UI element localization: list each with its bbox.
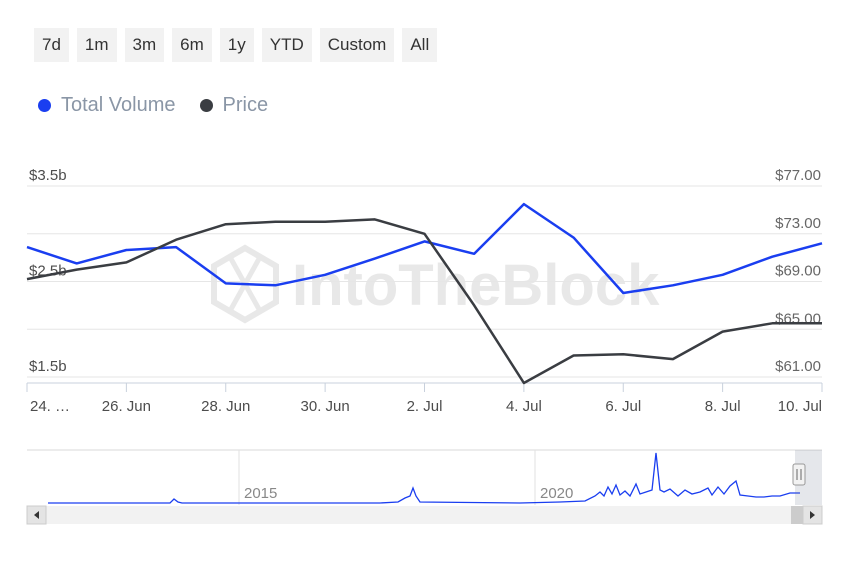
range-1m-button[interactable]: 1m bbox=[76, 28, 117, 62]
series-line-price bbox=[26, 218, 822, 385]
range-all-button[interactable]: All bbox=[402, 28, 438, 62]
scroll-left-arrow-icon bbox=[34, 511, 39, 519]
legend-dot-price bbox=[199, 99, 213, 112]
navigator-volume-line bbox=[48, 452, 800, 504]
range-3m-button[interactable]: 3m bbox=[124, 28, 165, 62]
legend-dot-total-volume bbox=[38, 99, 51, 112]
legend-item-price[interactable]: Price bbox=[199, 94, 269, 117]
legend-item-total-volume[interactable]: Total Volume bbox=[38, 94, 176, 117]
x-tick-label: 8. Jul bbox=[705, 398, 741, 415]
y-right-tick-label: $77.00 bbox=[775, 167, 821, 184]
legend: Total Volume Price bbox=[38, 94, 268, 117]
x-tick-label: 6. Jul bbox=[605, 398, 641, 415]
navigator-label-2020: 2020 bbox=[540, 485, 573, 502]
range-1y-button[interactable]: 1y bbox=[219, 28, 254, 62]
x-tick-label: 24. … bbox=[30, 398, 70, 415]
y-right-tick-label: $65.00 bbox=[775, 310, 821, 327]
range-6m-button[interactable]: 6m bbox=[172, 28, 212, 62]
scroll-right-arrow-icon bbox=[810, 511, 815, 519]
y-left-tick-label: $3.5b bbox=[29, 167, 67, 184]
grid bbox=[27, 185, 822, 378]
x-tick-label: 26. Jun bbox=[102, 398, 151, 415]
x-tick-label: 30. Jun bbox=[301, 398, 350, 415]
range-custom-button[interactable]: Custom bbox=[319, 28, 395, 62]
scrollbar-thumb[interactable] bbox=[791, 506, 803, 524]
navigator-label-2015: 2015 bbox=[244, 485, 277, 502]
x-tick-label: 28. Jun bbox=[201, 398, 250, 415]
y-axis-left: $3.5b $2.5b $1.5b bbox=[29, 167, 67, 375]
x-tick-label: 4. Jul bbox=[506, 398, 542, 415]
x-tick-label: 10. Jul bbox=[778, 398, 822, 415]
y-axis-right: $77.00 $73.00 $69.00 $65.00 $61.00 bbox=[775, 167, 821, 375]
x-axis: 24. … 26. Jun 28. Jun 30. Jun 2. Jul 4. Jul 6.… bbox=[26, 383, 823, 415]
legend-label-total-volume: Total Volume bbox=[61, 94, 176, 116]
y-left-tick-label: $2.5b bbox=[29, 263, 67, 280]
y-right-tick-label: $61.00 bbox=[775, 358, 821, 375]
range-ytd-button[interactable]: YTD bbox=[261, 28, 312, 62]
navigator: 2015 2020 bbox=[27, 449, 822, 505]
series-layer bbox=[26, 202, 823, 385]
y-right-tick-label: $73.00 bbox=[775, 215, 821, 232]
navigator-handle[interactable] bbox=[792, 463, 806, 486]
scrollbar[interactable] bbox=[26, 505, 823, 525]
legend-label-price: Price bbox=[222, 94, 269, 116]
y-right-tick-label: $69.00 bbox=[775, 263, 821, 280]
range-7d-button[interactable]: 7d bbox=[34, 28, 69, 62]
x-tick-label: 2. Jul bbox=[407, 398, 443, 415]
y-left-tick-label: $1.5b bbox=[29, 358, 67, 375]
range-selector: 7d 1m 3m 6m 1y YTD Custom All bbox=[34, 28, 438, 62]
scrollbar-track[interactable] bbox=[27, 506, 822, 524]
